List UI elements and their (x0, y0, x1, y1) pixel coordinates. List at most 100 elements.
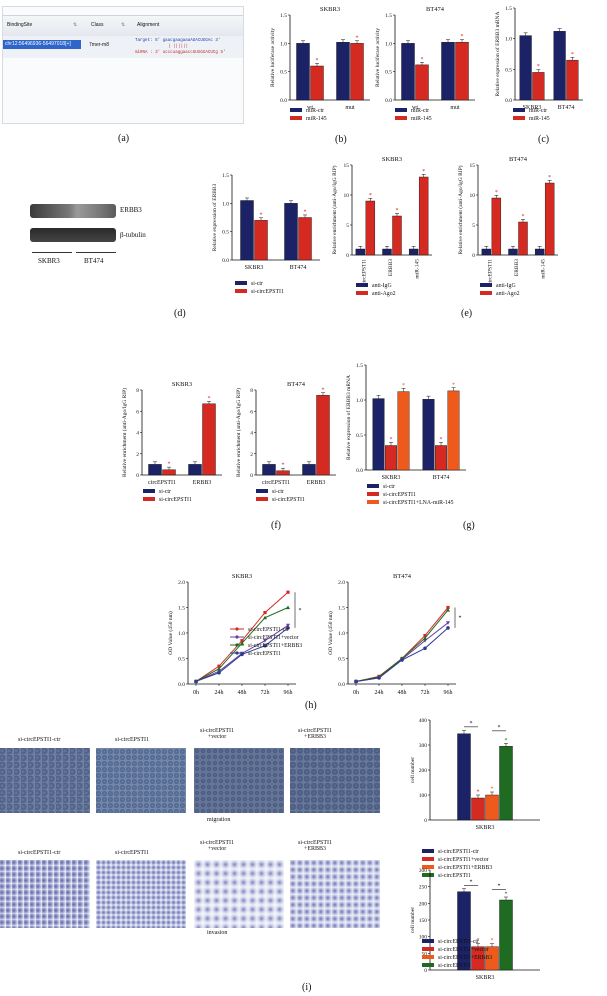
x-tick-label: 72h (421, 690, 430, 696)
x-tick-label: 96h (284, 690, 293, 696)
y-axis-label: cell number (410, 757, 416, 783)
y-tick-label: 0.0 (222, 258, 229, 264)
binding-site-cell[interactable]: chr12:56496936-56497018[+] (3, 40, 81, 49)
y-axis-label: Relative expression of ERBB3 mRNA (494, 12, 501, 97)
y-tick-label: 300 (419, 743, 428, 749)
bar (188, 464, 202, 476)
x-tick-label: mut (345, 105, 355, 111)
bar (336, 42, 350, 101)
x-tick-label: SKBR3 (476, 975, 495, 981)
condition-label: si-circEPSTI1 (115, 737, 149, 743)
legend-label: si-ctr (251, 281, 263, 287)
significance-mark: * (461, 34, 464, 40)
header-alignment[interactable]: Alignment (137, 22, 160, 28)
legend-label: si-circEPSTI1+ERBB3 (438, 865, 492, 871)
y-tick-label: 1.5 (280, 13, 287, 19)
y-tick-label: 0 (136, 473, 139, 479)
binding-site-table: BindingSite ⇅ Class ⇅ Alignment chr12:56… (2, 6, 244, 124)
header-binding-site[interactable]: BindingSite (7, 22, 33, 28)
condition-label: si-circEPSTI1-ctr (18, 737, 61, 743)
bar (418, 176, 429, 256)
y-tick-label: 6 (136, 409, 139, 415)
micrograph-invasion-vector (194, 860, 284, 928)
data-point (263, 615, 267, 620)
micrograph-migration-erbb3 (290, 748, 380, 813)
bar (455, 42, 469, 101)
chart-title: BT474 (287, 381, 306, 388)
legend-marker (235, 651, 239, 655)
legend-swatch (290, 116, 302, 120)
legend-label: si-circEPSTI1+ERBB3 (248, 643, 302, 649)
table-row[interactable]: chr12:56496936-56497018[+] 7mer-m8 (3, 36, 243, 58)
legend-label: si-circEPSTI1 (383, 492, 416, 498)
legend-swatch (513, 108, 525, 112)
sort-icon[interactable]: ⇅ (73, 22, 78, 28)
significance-mark: * (470, 879, 473, 885)
y-tick-label: 0.5 (356, 433, 363, 439)
legend-label: si-circEPSTI1 (248, 651, 281, 657)
panel-label-h: (h) (305, 700, 317, 711)
bar (499, 899, 513, 971)
x-tick-label: wt (412, 105, 418, 111)
y-tick-label: 2 (136, 452, 139, 458)
bar (471, 797, 485, 821)
y-tick-label: 0.5 (280, 70, 287, 76)
bar (316, 395, 330, 476)
erbb3-band (30, 204, 116, 218)
x-tick-label: ERBB3 (514, 259, 520, 276)
condition-label: si-circEPSTI1 +ERBB3 (298, 728, 332, 740)
micrograph-invasion-erbb3 (290, 860, 380, 928)
y-tick-label: 100 (419, 793, 428, 799)
significance-mark: * (548, 175, 551, 181)
y-axis-label: Relative enrichment (anti-Ago/IgG RIP) (235, 388, 242, 477)
header-class[interactable]: Class (91, 22, 104, 28)
y-tick-label: 0.0 (505, 98, 512, 104)
y-tick-label: 2.0 (178, 580, 185, 586)
data-point (446, 621, 450, 625)
legend-swatch (235, 289, 247, 293)
x-tick-label: miR-145 (415, 259, 421, 279)
micrograph-invasion-si (96, 860, 186, 928)
legend-marker (235, 635, 239, 639)
legend-swatch (422, 947, 434, 951)
y-tick-label: 8 (250, 388, 253, 394)
legend-swatch (367, 492, 379, 496)
significance-mark: * (495, 190, 498, 196)
bar (276, 470, 290, 476)
bar (262, 464, 276, 476)
legend-label: si-ctr (383, 484, 395, 490)
significance-mark: * (304, 209, 307, 215)
sort-icon[interactable]: ⇅ (121, 22, 126, 28)
x-tick-label: 0h (193, 690, 199, 696)
bar (254, 220, 268, 261)
y-tick-label: 0 (424, 818, 427, 824)
micrograph-migration-vector (194, 748, 284, 813)
y-tick-label: 10 (344, 193, 350, 199)
legend-swatch (290, 108, 302, 112)
band-label-erbb3: ERBB3 (120, 206, 142, 214)
significance-mark: * (477, 938, 480, 944)
y-axis-label: Relative enrichment (anti-Ago/IgG RIP) (457, 165, 464, 254)
lane-bracket (32, 252, 72, 253)
bar (392, 215, 402, 256)
chart-title: SKBR3 (232, 573, 252, 580)
series-line (355, 627, 449, 682)
x-tick-label: SKBR3 (476, 825, 495, 831)
bar (553, 31, 566, 101)
bar (240, 200, 254, 261)
y-tick-label: 0.5 (338, 657, 345, 663)
bar (355, 248, 366, 256)
significance-mark: * (322, 387, 325, 393)
panel-label-d: (d) (174, 308, 186, 319)
bar (372, 398, 385, 471)
legend-marker (235, 627, 239, 631)
series-line (355, 607, 449, 682)
y-tick-label: 1.5 (385, 13, 392, 19)
x-tick-label: wt (307, 105, 313, 111)
y-tick-label: 1.0 (280, 41, 287, 47)
y-tick-label: 1.0 (178, 631, 185, 637)
y-tick-label: 0.0 (178, 682, 185, 688)
bar (350, 43, 364, 101)
row-label-invasion: invasion (207, 930, 228, 936)
